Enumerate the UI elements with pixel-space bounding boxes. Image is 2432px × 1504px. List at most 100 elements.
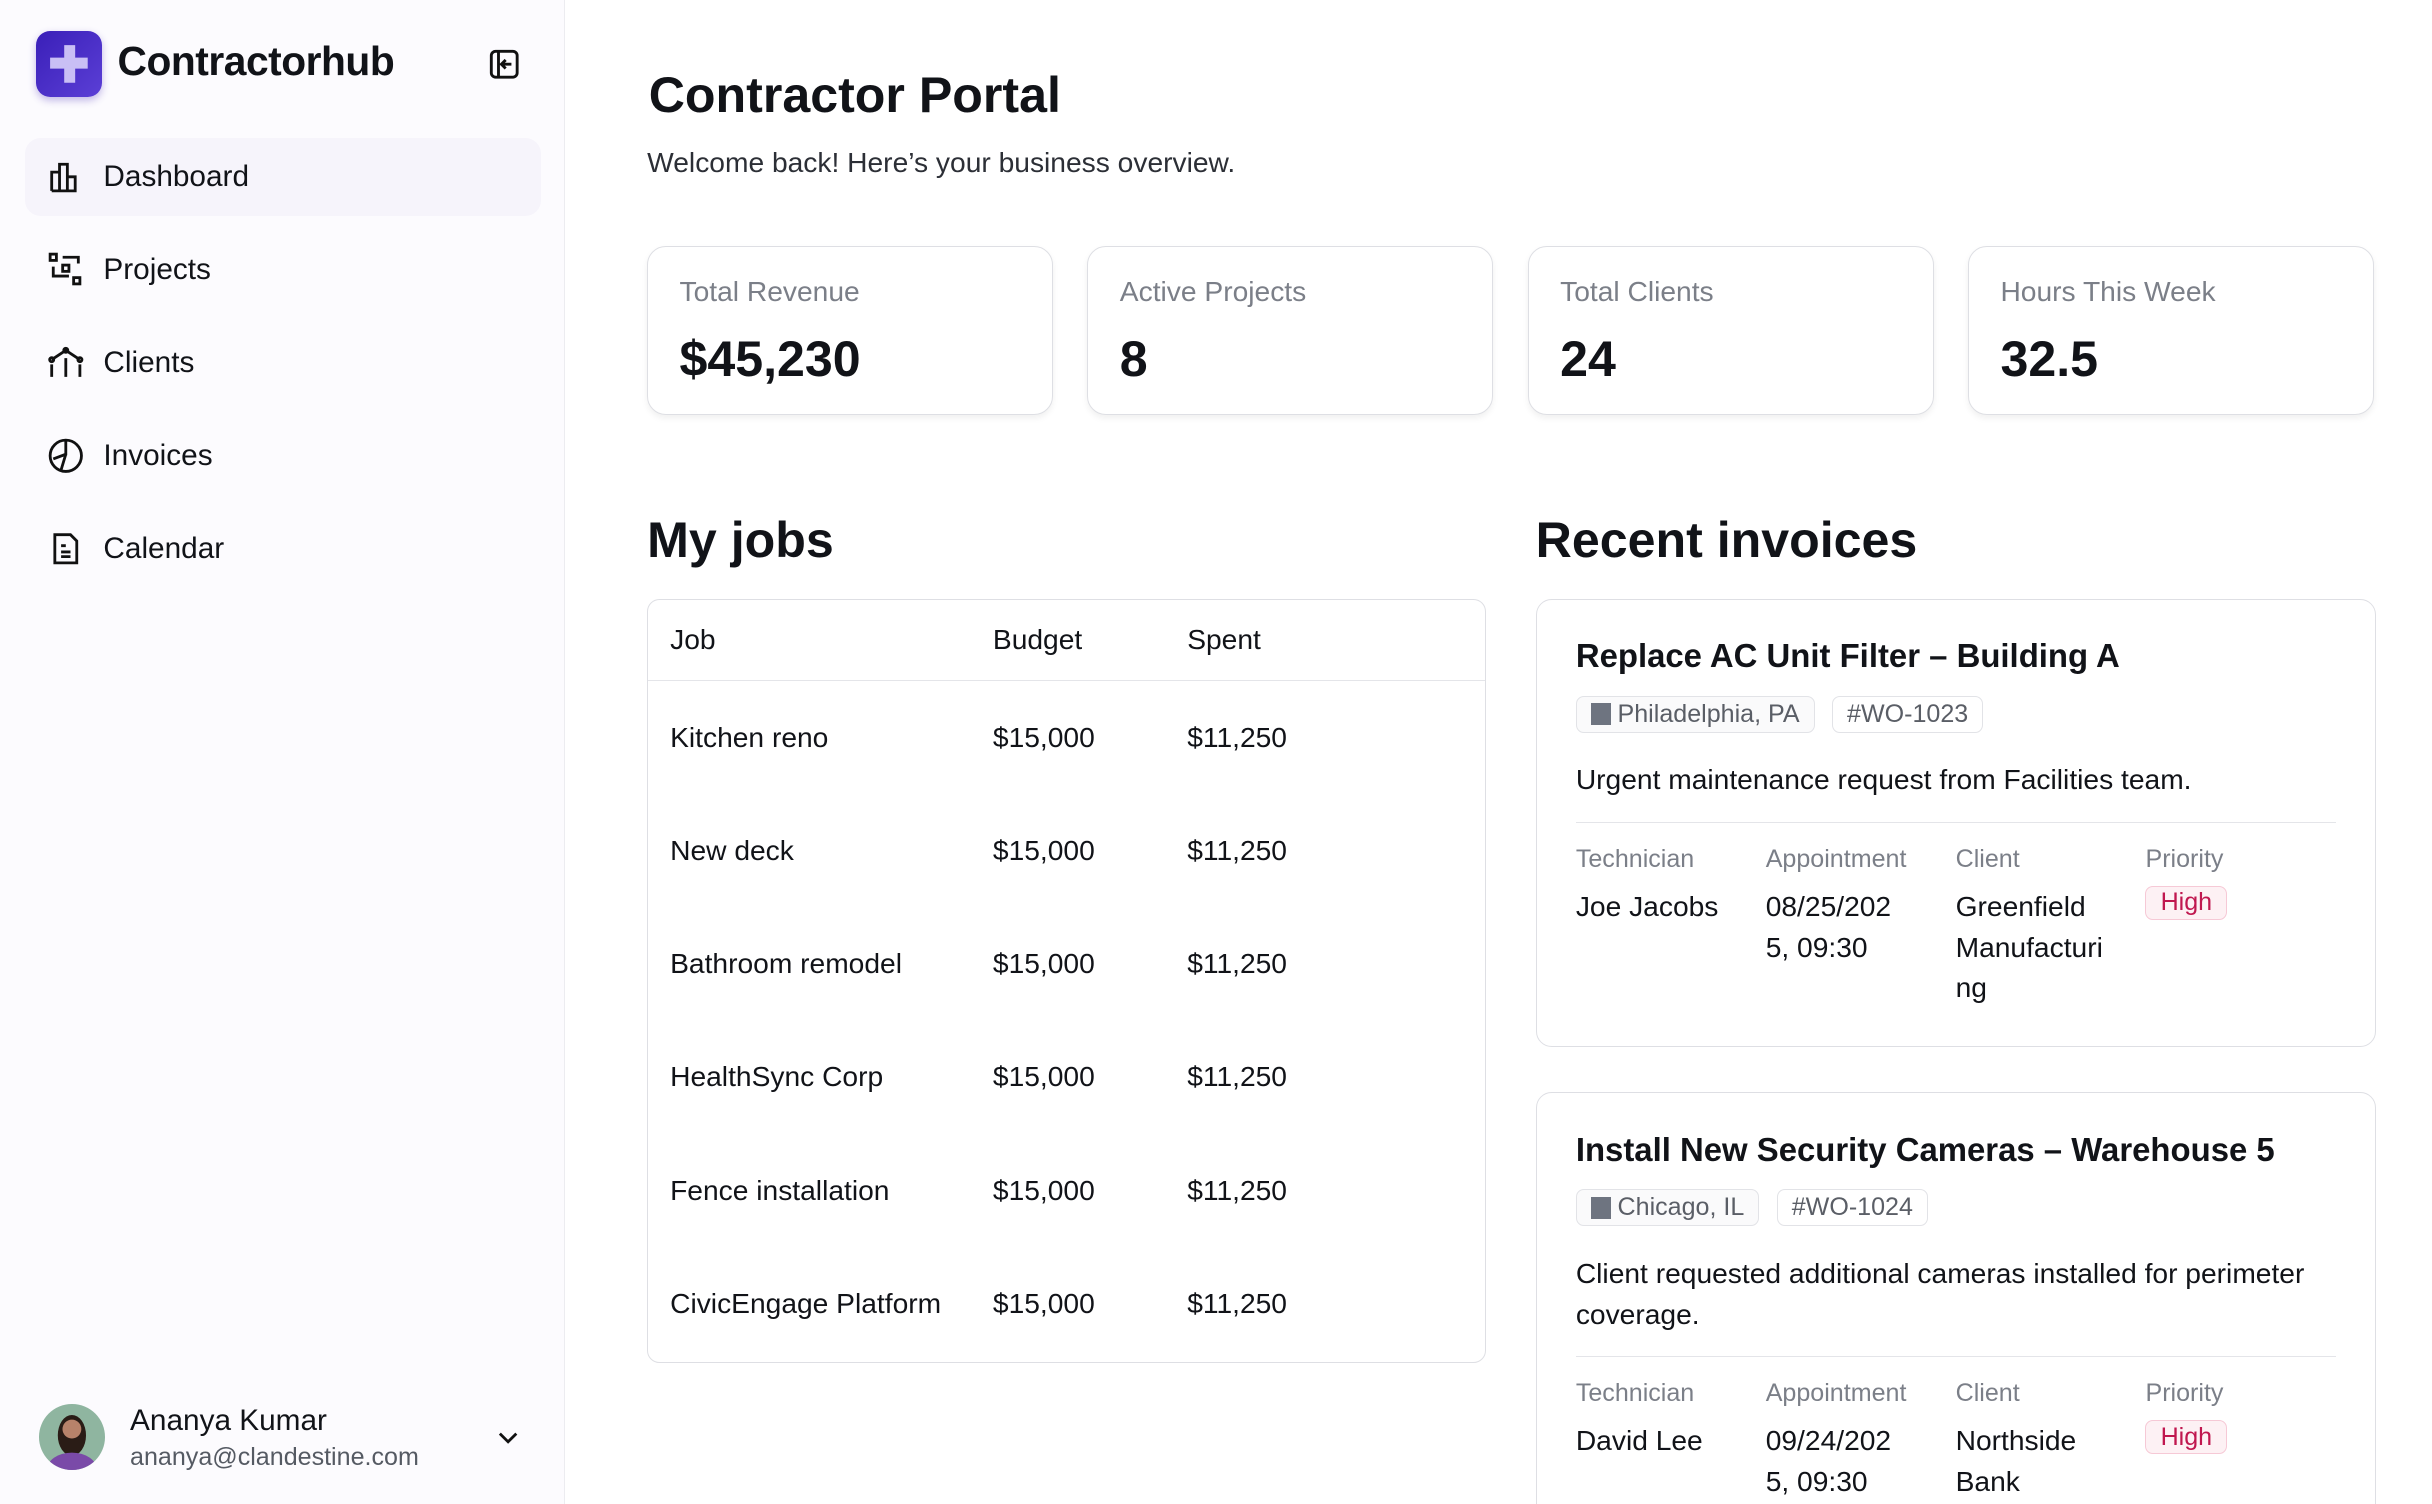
- priority-label: Priority: [2145, 845, 2224, 874]
- sidebar-item-calendar[interactable]: Calendar: [25, 510, 541, 588]
- sidebar-item-label: Projects: [103, 252, 211, 286]
- job-spent: $11,250: [1187, 1173, 1287, 1206]
- jobs-table: Job Budget Spent Kitchen reno $15,000 $11,…: [647, 598, 1486, 1364]
- user-email: ananya@clandestine.com: [130, 1443, 419, 1472]
- job-budget: $15,000: [992, 1287, 1095, 1320]
- table-row[interactable]: Kitchen reno $15,000 $11,250: [648, 681, 1484, 794]
- sidebar-item-invoices[interactable]: Invoices: [25, 417, 541, 495]
- brand-logo: [36, 31, 102, 98]
- technician-value: Joe Jacobs: [1575, 889, 1719, 922]
- client-label: Client: [1955, 1379, 2020, 1408]
- appointment-label: Appointment: [1765, 845, 1907, 874]
- invoice-title: Replace AC Unit Filter – Building A: [1575, 637, 2120, 675]
- job-name: HealthSync Corp: [670, 1060, 884, 1093]
- building-icon: [1590, 703, 1612, 726]
- job-name: Kitchen reno: [670, 720, 829, 753]
- sidebar-item-clients[interactable]: Clients: [25, 324, 541, 402]
- client-value: Northside Bank: [1955, 1424, 2077, 1497]
- table-row[interactable]: Bathroom remodel $15,000 $11,250: [648, 907, 1484, 1020]
- bar-chart-icon: [50, 163, 77, 193]
- job-spent: $11,250: [1187, 833, 1287, 866]
- job-budget: $15,000: [992, 720, 1095, 753]
- appointment-value: 08/25/2025, 09:30: [1765, 889, 1892, 963]
- invoices-heading: Recent invoices: [1535, 511, 1918, 568]
- stat-card-projects: Active Projects 8: [1087, 246, 1494, 416]
- stat-label: Total Revenue: [679, 275, 860, 308]
- sidebar-nav: Dashboard Projects Clients Invoices Cale…: [25, 137, 541, 603]
- location-text: Chicago, IL: [1617, 1193, 1745, 1222]
- client-value: Greenfield Manufacturing: [1955, 889, 2103, 1004]
- stat-value: $45,230: [679, 331, 861, 388]
- projects-icon: [48, 252, 82, 286]
- job-name: New deck: [670, 833, 794, 866]
- technician-label: Technician: [1575, 845, 1695, 874]
- user-name: Ananya Kumar: [130, 1404, 327, 1438]
- invoice-card[interactable]: Replace AC Unit Filter – Building A Phil…: [1535, 598, 2376, 1047]
- priority-badge: High: [2145, 1420, 2228, 1455]
- document-icon: [53, 533, 79, 565]
- job-budget: $15,000: [992, 1060, 1095, 1093]
- job-budget: $15,000: [992, 833, 1095, 866]
- invoice-description: Urgent maintenance request from Faciliti…: [1575, 759, 2336, 824]
- brand-name: Contractorhub: [117, 37, 395, 84]
- stat-card-hours: Hours This Week 32.5: [1968, 246, 2374, 416]
- work-order-tag: #WO-1024: [1776, 1189, 1929, 1227]
- page-title: Contractor Portal: [648, 66, 1061, 123]
- invoice-title: Install New Security Cameras – Warehouse…: [1575, 1130, 2275, 1168]
- job-budget: $15,000: [992, 947, 1095, 980]
- work-order-tag: #WO-1023: [1831, 695, 1984, 733]
- jobs-heading: My jobs: [647, 511, 834, 568]
- client-label: Client: [1955, 845, 2020, 874]
- stat-value: 8: [1119, 331, 1148, 388]
- stat-value: 32.5: [2000, 331, 2099, 388]
- appointment-label: Appointment: [1765, 1379, 1907, 1408]
- table-row[interactable]: HealthSync Corp $15,000 $11,250: [648, 1020, 1484, 1133]
- technician-value: David Lee: [1575, 1424, 1703, 1457]
- column-header: Budget: [992, 623, 1083, 656]
- sidebar: Contractorhub Dashboard Projects Clients…: [0, 0, 566, 1504]
- collapse-sidebar-icon[interactable]: [487, 47, 521, 81]
- job-spent: $11,250: [1187, 947, 1287, 980]
- job-spent: $11,250: [1187, 1287, 1287, 1320]
- stat-card-clients: Total Clients 24: [1527, 246, 1934, 416]
- location-text: Philadelphia, PA: [1617, 699, 1800, 728]
- stat-label: Total Clients: [1560, 275, 1714, 308]
- stat-value: 24: [1560, 331, 1616, 388]
- stat-label: Hours This Week: [2000, 275, 2216, 308]
- column-header: Spent: [1187, 623, 1261, 656]
- appointment-value: 09/24/2025, 09:30: [1765, 1424, 1892, 1497]
- invoice-description: Client requested additional cameras inst…: [1575, 1253, 2336, 1358]
- job-name: Bathroom remodel: [670, 947, 902, 980]
- invoice-card[interactable]: Install New Security Cameras – Warehouse…: [1535, 1092, 2376, 1504]
- table-row[interactable]: Fence installation $15,000 $11,250: [648, 1134, 1484, 1247]
- page-subtitle: Welcome back! Here’s your business overv…: [647, 145, 1236, 178]
- sidebar-item-label: Invoices: [103, 438, 213, 472]
- priority-badge: High: [2145, 885, 2228, 920]
- stat-card-revenue: Total Revenue $45,230: [647, 246, 1053, 416]
- job-budget: $15,000: [992, 1173, 1095, 1206]
- priority-label: Priority: [2145, 1379, 2224, 1408]
- sidebar-item-projects[interactable]: Projects: [25, 231, 541, 309]
- technician-label: Technician: [1575, 1379, 1695, 1408]
- sidebar-item-label: Dashboard: [103, 160, 250, 194]
- building-icon: [1590, 1196, 1612, 1219]
- job-spent: $11,250: [1187, 1060, 1287, 1093]
- job-name: CivicEngage Platform: [670, 1287, 942, 1320]
- sidebar-item-label: Clients: [103, 345, 195, 379]
- avatar: [39, 1404, 105, 1470]
- chevron-down-icon[interactable]: [494, 1423, 522, 1451]
- line-chart-icon: [48, 346, 84, 377]
- job-name: Fence installation: [670, 1173, 890, 1206]
- location-tag: Philadelphia, PA: [1575, 695, 1815, 733]
- stat-label: Active Projects: [1119, 275, 1307, 308]
- job-spent: $11,250: [1187, 720, 1287, 753]
- location-tag: Chicago, IL: [1575, 1189, 1760, 1227]
- sidebar-item-label: Calendar: [103, 531, 225, 565]
- table-row[interactable]: CivicEngage Platform $15,000 $11,250: [648, 1247, 1484, 1360]
- column-header: Job: [670, 623, 716, 656]
- table-row[interactable]: New deck $15,000 $11,250: [648, 794, 1484, 907]
- sidebar-item-dashboard[interactable]: Dashboard: [25, 137, 541, 217]
- table-header: Job Budget Spent: [648, 600, 1485, 681]
- pie-chart-icon: [48, 438, 83, 473]
- user-menu[interactable]: Ananya Kumar ananya@clandestine.com: [39, 1404, 533, 1473]
